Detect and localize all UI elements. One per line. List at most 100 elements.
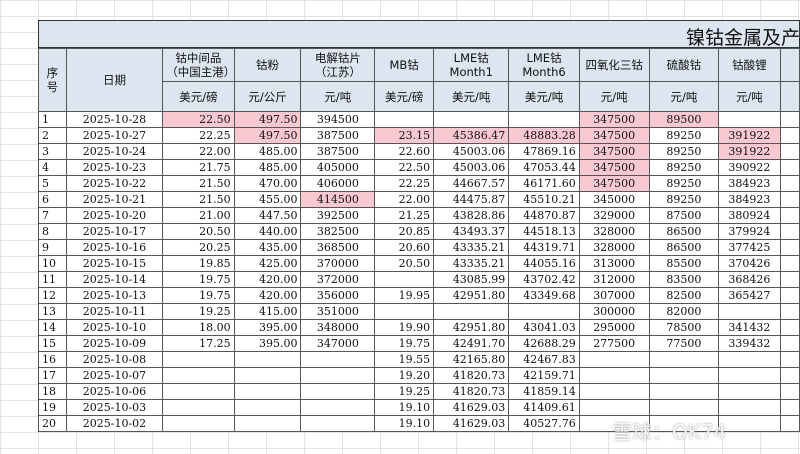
data-cell xyxy=(779,271,800,288)
data-cell: 41629.03 xyxy=(433,399,510,416)
data-cell: 42951.80 xyxy=(433,287,510,304)
data-cell: 21.50 xyxy=(162,191,235,208)
data-cell: 86500 xyxy=(648,223,720,240)
data-row: 10 2025-10-15 19.85 425.00 370000 20.50 43335.… xyxy=(38,255,800,272)
data-cell: 22.50 xyxy=(162,111,235,128)
data-cell: 47053.44 xyxy=(508,159,580,176)
data-cell: 44667.57 xyxy=(433,175,510,192)
header-cell: 四氧化三钴 xyxy=(578,48,650,82)
data-cell: 2025-10-21 xyxy=(65,191,164,208)
data-cell: 44475.87 xyxy=(433,191,510,208)
data-row: 4 2025-10-23 21.75 485.00 405000 22.50 45003.0… xyxy=(38,159,800,176)
data-cell: 82500 xyxy=(648,287,720,304)
data-cell: 368500 xyxy=(300,239,376,256)
data-cell: 384923 xyxy=(718,191,781,208)
data-cell: 22.25 xyxy=(374,175,435,192)
data-cell xyxy=(779,159,800,176)
data-cell: 43493.37 xyxy=(433,223,510,240)
data-cell xyxy=(578,351,650,368)
data-cell: 10 xyxy=(38,255,67,272)
data-cell xyxy=(300,367,376,384)
data-cell: 370426 xyxy=(718,255,781,272)
data-cell: 18.00 xyxy=(162,319,235,336)
data-cell: 3 xyxy=(38,143,67,160)
data-cell: 387500 xyxy=(300,143,376,160)
data-cell xyxy=(578,383,650,400)
unit-cell: 元/吨 xyxy=(578,81,650,112)
data-cell: 77500 xyxy=(648,335,720,352)
data-cell: 2025-10-08 xyxy=(65,351,164,368)
data-cell: 415.00 xyxy=(233,303,302,320)
data-cell: 347500 xyxy=(578,111,650,128)
header-cell: 钴酸锂 xyxy=(718,48,781,82)
data-cell xyxy=(233,399,302,416)
data-cell: 89250 xyxy=(648,127,720,144)
data-cell xyxy=(779,383,800,400)
data-cell: 42467.83 xyxy=(508,351,580,368)
data-cell: 43085.99 xyxy=(433,271,510,288)
data-cell: 20.50 xyxy=(162,223,235,240)
data-cell xyxy=(300,351,376,368)
data-cell: 82000 xyxy=(648,303,720,320)
data-cell: 12 xyxy=(38,287,67,304)
data-cell: 45003.06 xyxy=(433,159,510,176)
data-cell xyxy=(779,255,800,272)
data-cell: 15 xyxy=(38,335,67,352)
data-cell: 387500 xyxy=(300,127,376,144)
data-cell: 380924 xyxy=(718,207,781,224)
data-cell: 22.25 xyxy=(162,127,235,144)
data-cell: 2025-10-10 xyxy=(65,319,164,336)
data-row: 19 2025-10-03 19.10 41629.03 41409.61 xyxy=(38,399,800,416)
data-cell: 42951.80 xyxy=(433,319,510,336)
data-cell: 42688.29 xyxy=(508,335,580,352)
data-cell: 21.00 xyxy=(162,207,235,224)
data-cell: 394500 xyxy=(300,111,376,128)
data-cell xyxy=(718,415,781,432)
data-cell: 21.50 xyxy=(162,175,235,192)
data-row: 14 2025-10-10 18.00 395.00 348000 19.90 42951.… xyxy=(38,319,800,336)
data-row: 18 2025-10-06 19.25 41820.73 41859.14 xyxy=(38,383,800,400)
data-cell: 78500 xyxy=(648,319,720,336)
data-cell: 414500 xyxy=(300,191,376,208)
data-cell: 44319.71 xyxy=(508,239,580,256)
data-cell: 395.00 xyxy=(233,335,302,352)
data-cell: 42491.70 xyxy=(433,335,510,352)
data-cell xyxy=(779,351,800,368)
data-cell: 329000 xyxy=(578,207,650,224)
data-cell: 372000 xyxy=(300,271,376,288)
data-cell xyxy=(779,399,800,416)
data-cell: 6 xyxy=(38,191,67,208)
data-cell: 485.00 xyxy=(233,159,302,176)
header-cell: 序号 xyxy=(38,48,67,112)
unit-cell: 美元/磅 xyxy=(374,81,435,112)
data-cell xyxy=(779,111,800,128)
data-cell: 2025-10-27 xyxy=(65,127,164,144)
unit-cell: 元/吨 xyxy=(300,81,376,112)
data-cell: 20.85 xyxy=(374,223,435,240)
data-cell xyxy=(718,367,781,384)
data-cell xyxy=(779,175,800,192)
data-row: 17 2025-10-07 19.20 41820.73 42159.71 xyxy=(38,367,800,384)
data-cell: 2025-10-17 xyxy=(65,223,164,240)
data-cell: 44518.13 xyxy=(508,223,580,240)
data-cell: 295000 xyxy=(578,319,650,336)
data-cell xyxy=(162,367,235,384)
data-cell: 307000 xyxy=(578,287,650,304)
data-cell: 328000 xyxy=(578,223,650,240)
data-cell: 40527.76 xyxy=(508,415,580,432)
data-cell: 44870.87 xyxy=(508,207,580,224)
data-cell xyxy=(578,399,650,416)
data-cell: 89250 xyxy=(648,159,720,176)
data-cell xyxy=(233,367,302,384)
data-cell: 2025-10-15 xyxy=(65,255,164,272)
data-cell xyxy=(433,111,510,128)
data-cell: 339432 xyxy=(718,335,781,352)
data-cell: 382500 xyxy=(300,223,376,240)
data-cell: 485.00 xyxy=(233,143,302,160)
data-cell: 351000 xyxy=(300,303,376,320)
data-cell: 89250 xyxy=(648,191,720,208)
data-cell: 313000 xyxy=(578,255,650,272)
data-cell: 7 xyxy=(38,207,67,224)
data-cell: 347500 xyxy=(578,127,650,144)
data-cell: 2025-10-13 xyxy=(65,287,164,304)
